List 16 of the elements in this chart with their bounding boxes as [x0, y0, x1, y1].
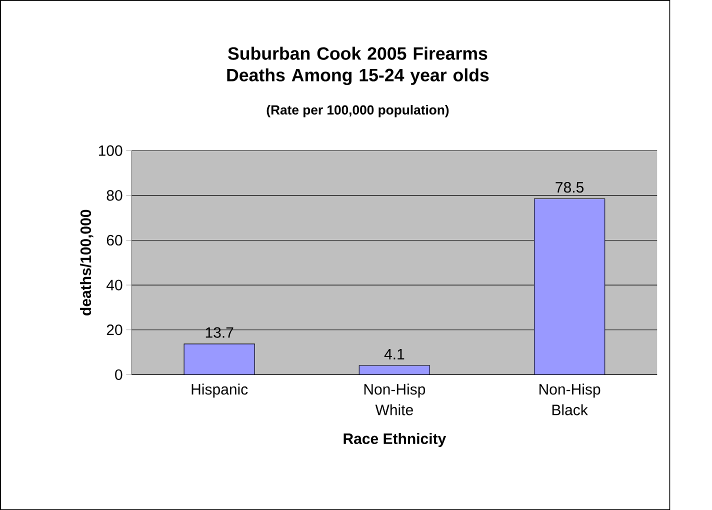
x-tick-label: Hispanic	[192, 384, 248, 398]
data-label: 4.1	[384, 348, 404, 360]
y-axis-title: deaths/100,000	[80, 210, 94, 316]
data-label: 78.5	[556, 182, 584, 193]
data-label: 13.7	[206, 327, 234, 338]
y-tick-label: 20	[106, 324, 122, 336]
x-axis-title: Race Ethnicity	[344, 432, 446, 447]
chart-subtitle: (Rate per 100,000 population)	[266, 104, 449, 118]
y-tick-label: 60	[106, 234, 122, 246]
y-tick-label: 80	[106, 190, 122, 201]
y-tick-label: 0	[115, 369, 122, 380]
chart-title: Suburban Cook 2005 Firearms Deaths Among 15-24 year olds	[227, 46, 489, 85]
x-tick-label: Non-Hisp White	[364, 384, 426, 416]
y-tick-label: 100	[98, 145, 122, 156]
x-tick-label: Non-Hisp Black	[540, 384, 600, 416]
y-tick-label: 40	[106, 280, 122, 290]
